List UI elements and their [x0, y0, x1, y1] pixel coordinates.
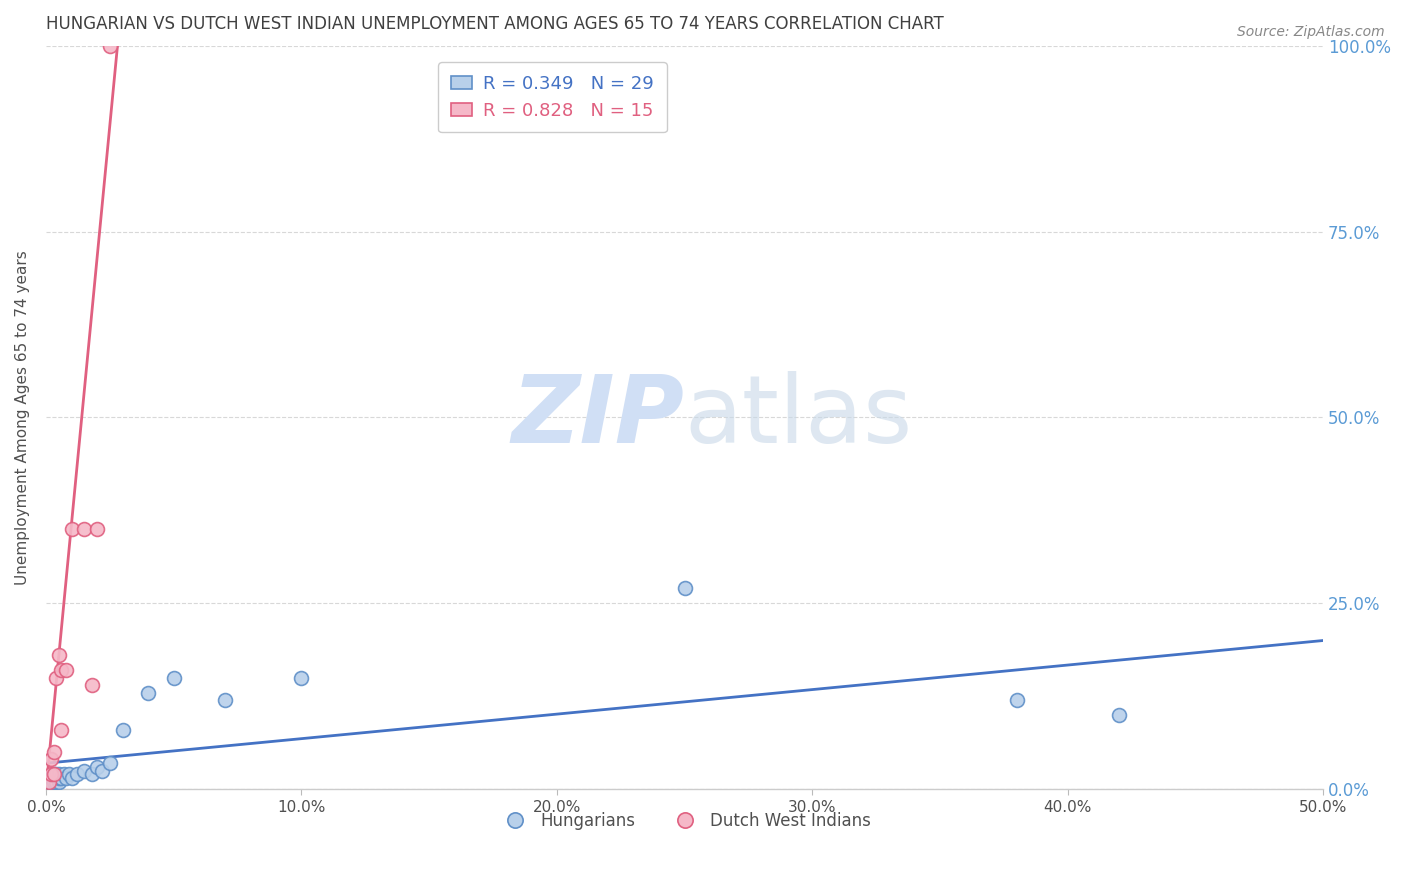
Text: Source: ZipAtlas.com: Source: ZipAtlas.com [1237, 25, 1385, 39]
Point [39, 767, 62, 781]
Y-axis label: Unemployment Among Ages 65 to 74 years: Unemployment Among Ages 65 to 74 years [15, 250, 30, 585]
Point [111, 723, 134, 737]
Point [673, 582, 696, 596]
Point [45, 671, 67, 685]
Point [42, 745, 65, 759]
Point [51, 771, 73, 785]
Point [48, 774, 70, 789]
Point [98, 38, 121, 53]
Point [80, 767, 103, 781]
Legend: Hungarians, Dutch West Indians: Hungarians, Dutch West Indians [492, 805, 877, 837]
Point [55, 771, 77, 785]
Point [58, 767, 80, 781]
Point [48, 767, 70, 781]
Point [51, 723, 73, 737]
Point [52, 767, 75, 781]
Point [39, 771, 62, 785]
Point [1005, 693, 1028, 707]
Point [65, 767, 87, 781]
Point [290, 671, 312, 685]
Point [98, 756, 121, 771]
Point [42, 767, 65, 781]
Point [39, 752, 62, 766]
Point [48, 648, 70, 663]
Point [73, 764, 96, 778]
Point [73, 522, 96, 536]
Point [45, 767, 67, 781]
Point [86, 760, 108, 774]
Point [163, 671, 186, 685]
Point [60, 771, 83, 785]
Point [38, 774, 60, 789]
Point [42, 774, 65, 789]
Point [45, 774, 67, 789]
Point [39, 774, 62, 789]
Point [86, 522, 108, 536]
Point [42, 767, 65, 781]
Point [136, 685, 159, 699]
Text: atlas: atlas [685, 371, 912, 464]
Point [80, 678, 103, 692]
Text: ZIP: ZIP [512, 371, 685, 464]
Point [91, 764, 114, 778]
Point [51, 663, 73, 677]
Point [60, 522, 83, 536]
Point [1108, 707, 1130, 722]
Point [55, 663, 77, 677]
Point [48, 771, 70, 785]
Text: HUNGARIAN VS DUTCH WEST INDIAN UNEMPLOYMENT AMONG AGES 65 TO 74 YEARS CORRELATIO: HUNGARIAN VS DUTCH WEST INDIAN UNEMPLOYM… [46, 15, 943, 33]
Point [38, 774, 60, 789]
Point [214, 693, 236, 707]
